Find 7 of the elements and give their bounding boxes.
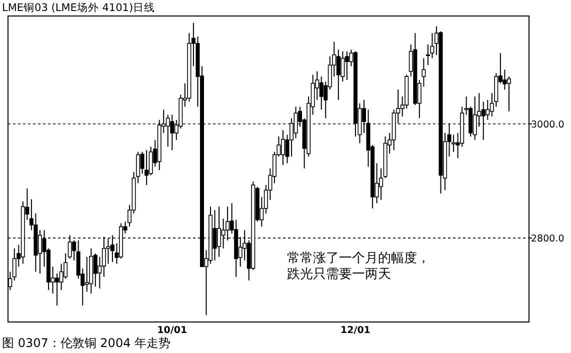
x-tick-label: 12/01 [340, 325, 370, 336]
annotation: 常常涨了一个月的幅度，跌光只需要一两天 [287, 250, 430, 282]
caption: 图 0307：伦敦铜 2004 年走势 [2, 336, 171, 350]
x-tick-label: 10/01 [157, 325, 188, 336]
y-tick-label: 2800.0 [531, 234, 564, 245]
chart-title: LME铜03 (LME场外 4101)日线 [2, 1, 156, 14]
y-tick-label: 3000.0 [531, 119, 564, 130]
